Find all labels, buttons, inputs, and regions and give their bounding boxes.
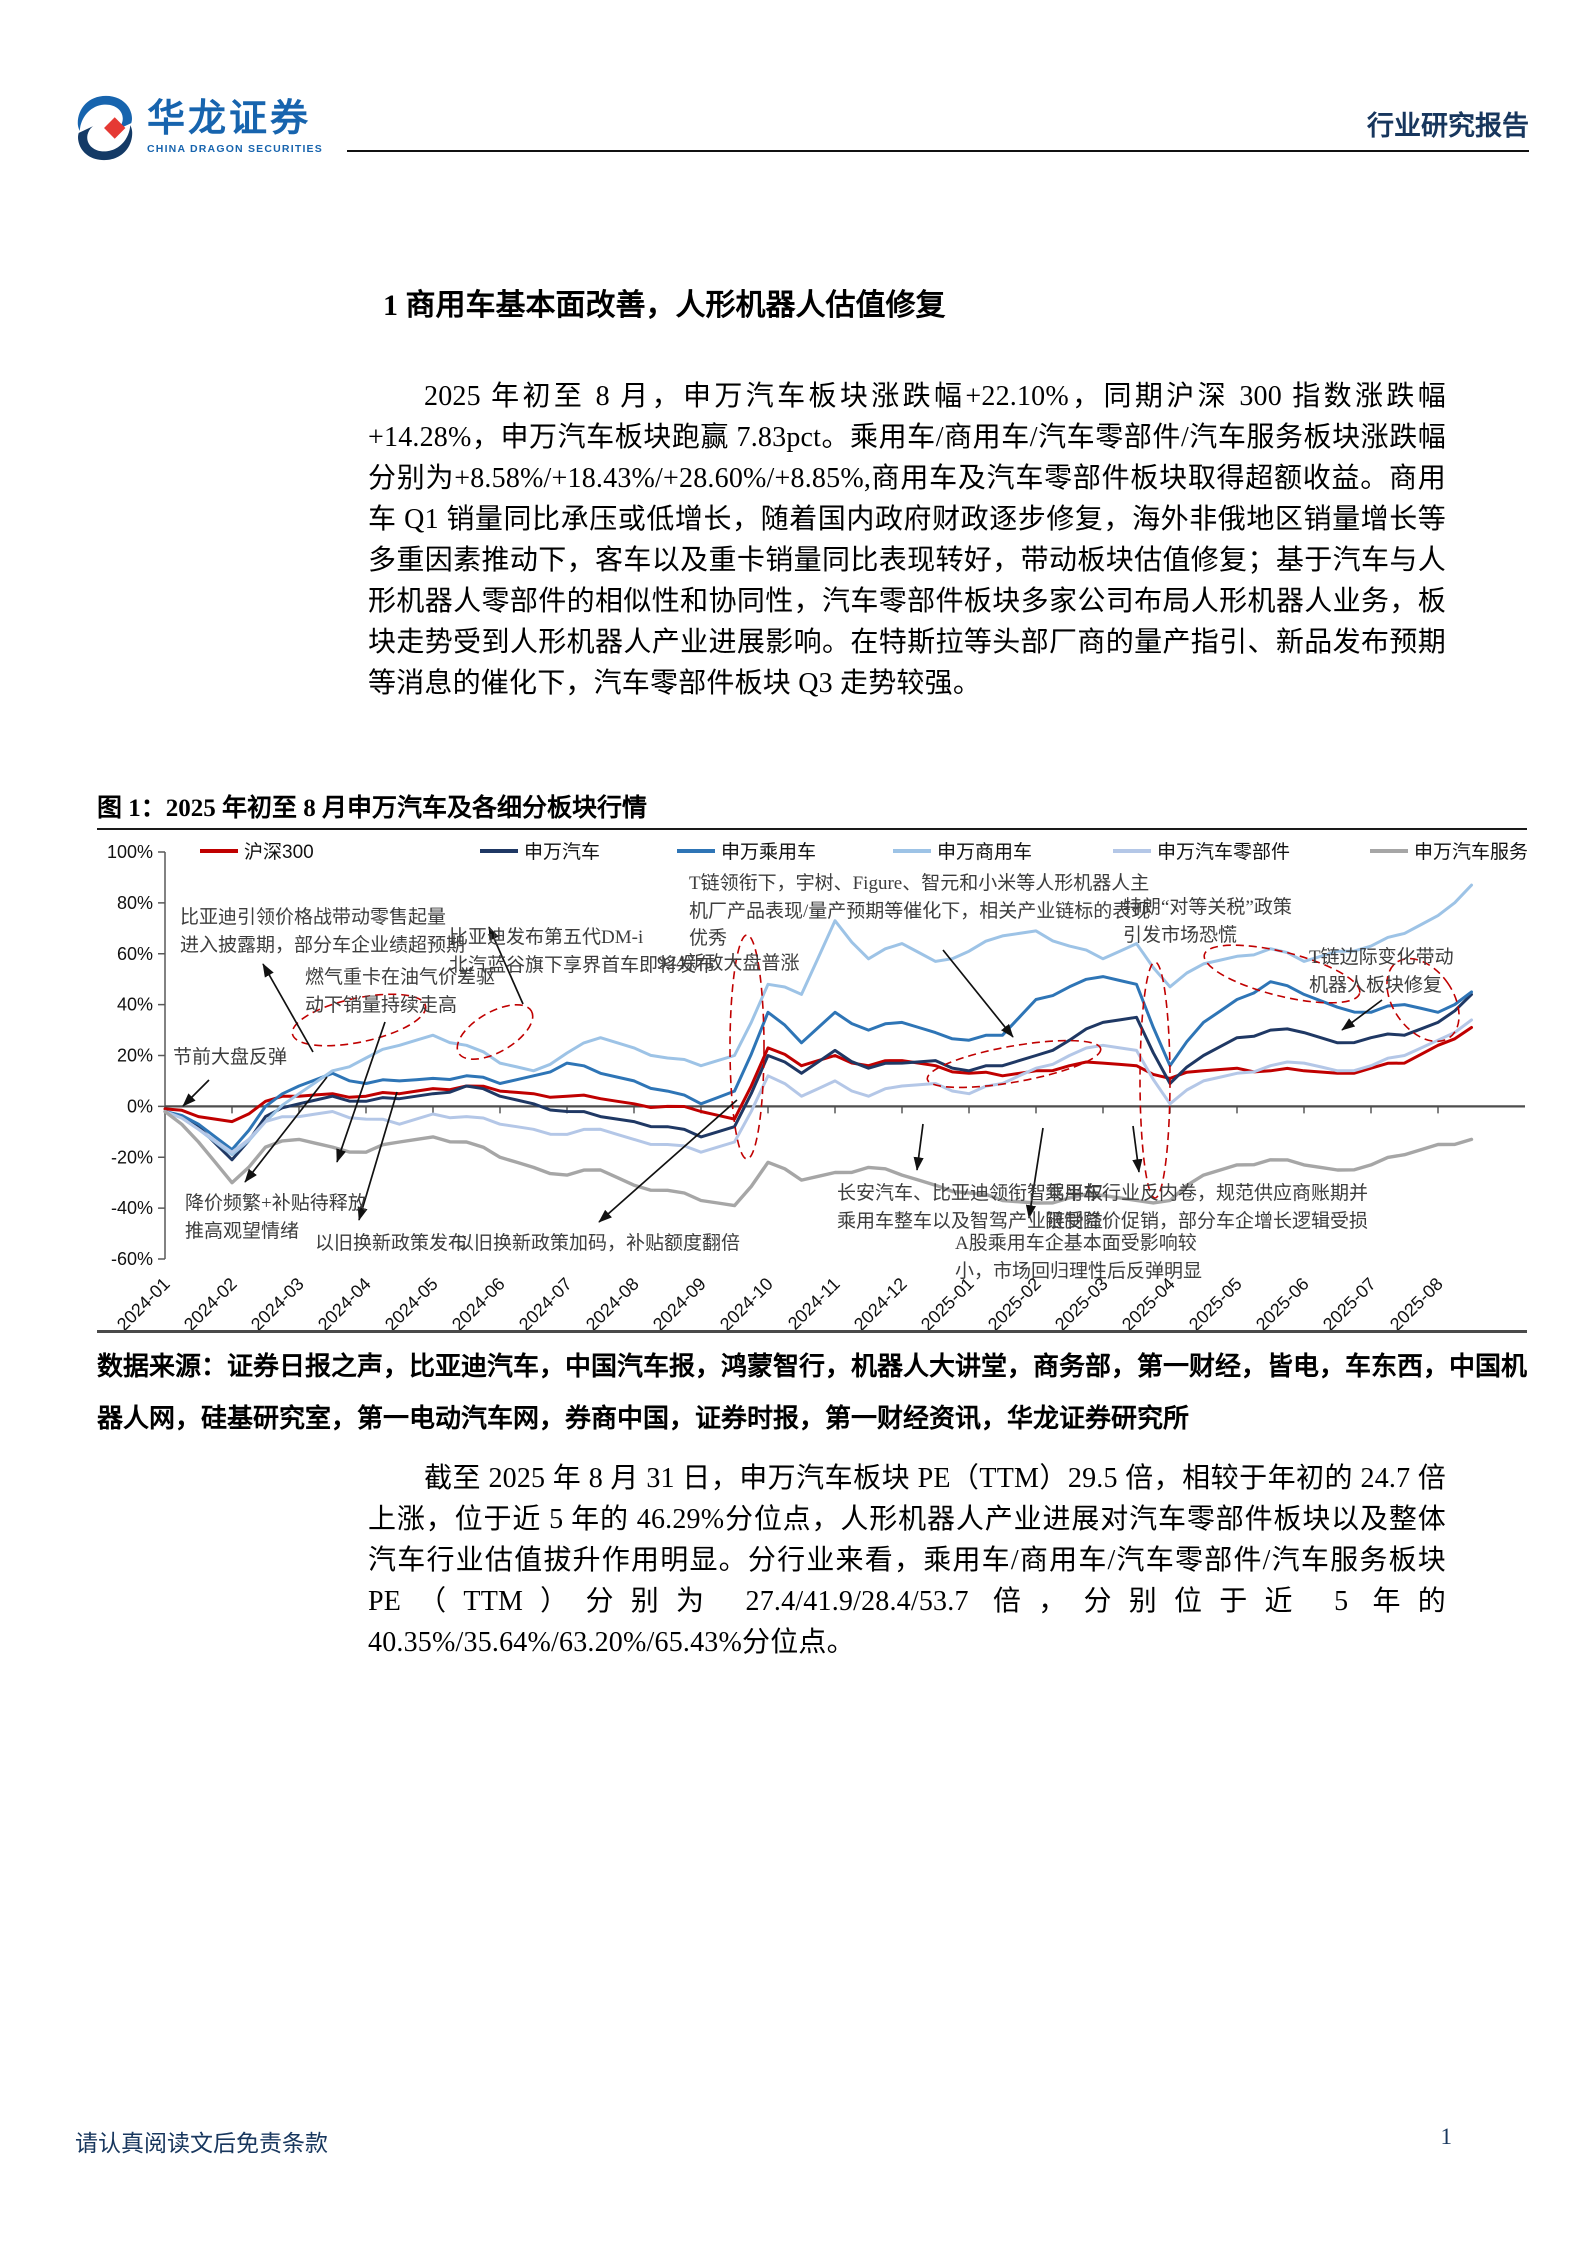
svg-text:2024-12: 2024-12 — [850, 1274, 911, 1332]
svg-text:0%: 0% — [127, 1096, 153, 1116]
svg-text:2025-07: 2025-07 — [1319, 1274, 1380, 1332]
svg-text:2025-02: 2025-02 — [984, 1274, 1045, 1332]
svg-text:2025-01: 2025-01 — [917, 1274, 978, 1332]
section-title: 1 商用车基本面改善，人形机器人估值修复 — [383, 289, 946, 322]
brand-name-en: CHINA DRAGON SECURITIES — [147, 142, 323, 155]
svg-text:申万汽车服务: 申万汽车服务 — [1414, 841, 1527, 863]
footer-disclaimer: 请认真阅读文后免责条款 — [75, 2131, 328, 2156]
svg-text:80%: 80% — [117, 893, 153, 913]
svg-text:40%: 40% — [117, 995, 153, 1015]
svg-text:2024-09: 2024-09 — [649, 1274, 710, 1332]
svg-text:2024-01: 2024-01 — [113, 1274, 174, 1332]
chart-canvas: 100%80%60%40%20%0%-20%-40%-60%2024-01 202… — [107, 841, 1527, 1332]
svg-text:2025-05: 2025-05 — [1185, 1274, 1246, 1332]
svg-text:-40%: -40% — [111, 1198, 153, 1218]
svg-text:2024-05: 2024-05 — [381, 1274, 442, 1332]
figure-title: 图 1：2025 年初至 8 月申万汽车及各细分板块行情 — [97, 795, 648, 822]
brand-name-cn: 华龙证券 — [147, 98, 312, 140]
brand-text: 华龙证券 CHINA DRAGON SECURITIES — [147, 98, 323, 155]
svg-text:2024-08: 2024-08 — [582, 1274, 643, 1332]
svg-text:2024-02: 2024-02 — [180, 1274, 241, 1332]
svg-text:2024-04: 2024-04 — [314, 1274, 375, 1332]
svg-text:-60%: -60% — [111, 1249, 153, 1269]
figure-source: 数据来源：证券日报之声，比亚迪汽车，中国汽车报，鸿蒙智行，机器人大讲堂，商务部，… — [97, 1352, 1528, 1433]
body-paragraph-1: 2025 年初至 8 月，申万汽车板块涨跌幅+22.10%，同期沪深 300 指… — [368, 381, 1446, 699]
figure-bottom-rule — [97, 1330, 1527, 1333]
svg-text:沪深300: 沪深300 — [244, 841, 314, 863]
svg-text:申万商用车: 申万商用车 — [937, 841, 1032, 863]
svg-text:60%: 60% — [117, 944, 153, 964]
svg-text:2025-08: 2025-08 — [1386, 1274, 1447, 1332]
svg-text:2024-07: 2024-07 — [515, 1274, 576, 1332]
svg-text:申万汽车零部件: 申万汽车零部件 — [1157, 841, 1290, 863]
svg-text:申万汽车: 申万汽车 — [524, 841, 600, 863]
body-paragraph-2: 截至 2025 年 8 月 31 日，申万汽车板块 PE（TTM）29.5 倍，… — [368, 1463, 1446, 1658]
svg-text:2025-06: 2025-06 — [1252, 1274, 1313, 1332]
svg-text:2025-03: 2025-03 — [1051, 1274, 1112, 1332]
svg-text:2024-06: 2024-06 — [448, 1274, 509, 1332]
report-type-label: 行业研究报告 — [1367, 111, 1529, 141]
header-divider — [347, 150, 1529, 152]
brand-block: 华龙证券 CHINA DRAGON SECURITIES — [73, 93, 323, 163]
svg-text:-20%: -20% — [111, 1147, 153, 1167]
svg-text:2024-10: 2024-10 — [716, 1274, 777, 1332]
svg-text:2024-11: 2024-11 — [784, 1274, 844, 1332]
svg-text:2024-03: 2024-03 — [247, 1274, 308, 1332]
footer-page-number: 1 — [1440, 2124, 1453, 2149]
svg-text:申万乘用车: 申万乘用车 — [721, 841, 816, 863]
company-logo-icon — [77, 95, 133, 161]
svg-text:100%: 100% — [107, 842, 153, 862]
line-chart: 100% 80% 60% 40% 20% 0% -20% -40% -60% 2024-01 202… — [97, 832, 1527, 1332]
svg-text:20%: 20% — [117, 1046, 153, 1066]
svg-text:2025-04: 2025-04 — [1118, 1274, 1179, 1332]
figure-top-rule — [97, 828, 1527, 830]
